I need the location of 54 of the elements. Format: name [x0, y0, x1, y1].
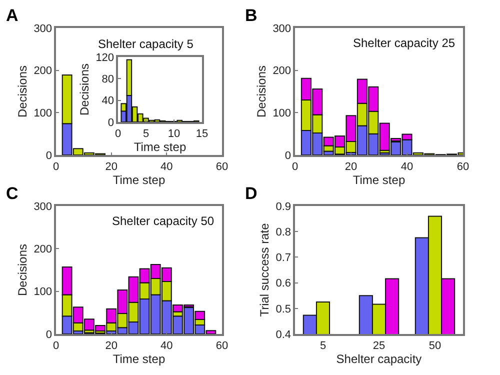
y-tick-label: 300: [34, 200, 52, 213]
y-tick-label: 100: [272, 108, 292, 120]
text: D: [245, 184, 258, 203]
y-tick-label: 0.5: [276, 303, 292, 316]
y-tick-label: 0: [284, 150, 292, 162]
y-tick-label: 100: [34, 286, 52, 298]
x-tick-label: 25: [372, 340, 386, 352]
y-axis-title: Decisions: [77, 63, 92, 116]
text: Shelter capacity 25: [353, 36, 456, 50]
x-tick-label: 5: [142, 128, 150, 140]
x-tick-label: 10: [168, 128, 180, 140]
y-axis-title: Decisions: [254, 65, 268, 118]
y-tick-label: 120: [96, 52, 114, 64]
x-tick-label: 40: [160, 160, 173, 173]
text: B: [245, 6, 258, 25]
x-tick-label: 20: [344, 160, 358, 173]
x-tick-label: 20: [105, 160, 118, 173]
y-tick-label: 300: [34, 22, 52, 35]
y-tick-label: 40: [102, 95, 114, 108]
y-tick-label: 200: [34, 244, 52, 256]
y-tick-label: 0.8: [276, 226, 292, 238]
x-axis-title: Time step: [112, 172, 166, 187]
x-tick-label: 60: [456, 160, 470, 173]
x-tick-label: 20: [105, 340, 118, 352]
text: A: [6, 6, 18, 25]
text: Shelter capacity 50: [112, 214, 214, 228]
y-tick-label: 0.4: [276, 328, 292, 341]
y-tick-label: 100: [34, 108, 52, 120]
x-tick-label: 40: [160, 340, 173, 352]
x-tick-label: 50: [428, 340, 442, 352]
x-tick-label: 15: [196, 128, 208, 140]
x-axis-title: Time step: [352, 172, 406, 187]
x-axis-title: Shelter capacity: [336, 352, 422, 366]
x-axis-title: Time step: [134, 140, 186, 154]
y-tick-label: 0: [46, 150, 52, 162]
chart-title: Shelter capacity 5: [98, 37, 194, 51]
text: C: [6, 184, 18, 203]
y-tick-label: 0.7: [276, 252, 292, 264]
x-axis-title: Time step: [112, 352, 166, 366]
x-tick-label: 60: [216, 340, 228, 352]
y-tick-label: 0.9: [276, 200, 292, 213]
y-tick-label: 200: [272, 65, 292, 78]
y-tick-label: 300: [272, 22, 292, 35]
y-tick-label: 80: [102, 74, 114, 86]
y-tick-label: 0: [46, 328, 52, 341]
y-tick-label: 200: [34, 65, 52, 78]
x-tick-label: 5: [320, 340, 326, 352]
y-axis-title: Decisions: [15, 244, 30, 296]
y-tick-label: 0: [108, 116, 114, 129]
y-axis-title: Trial success rate: [258, 222, 272, 317]
y-tick-label: 0.6: [276, 278, 292, 290]
x-tick-label: 60: [216, 160, 228, 173]
x-tick-label: 40: [400, 160, 414, 173]
y-axis-title: Decisions: [15, 65, 30, 118]
